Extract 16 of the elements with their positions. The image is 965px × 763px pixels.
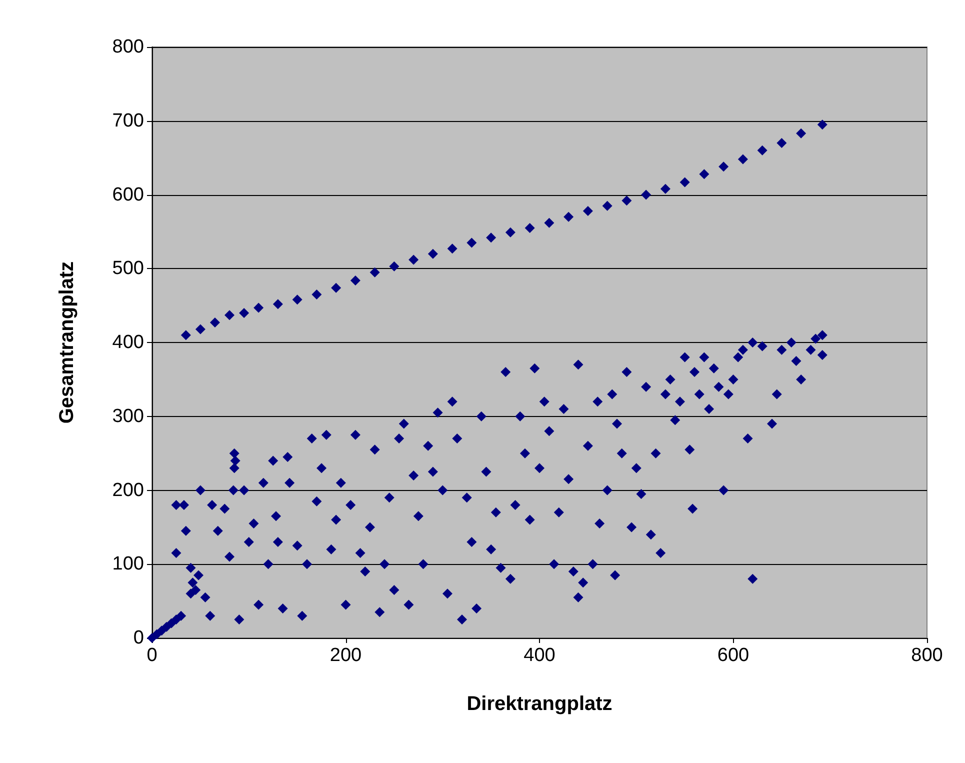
- y-tick-label: 700: [112, 110, 144, 132]
- y-tick-label: 200: [112, 480, 144, 501]
- x-tick-label: 0: [146, 645, 158, 666]
- x-tick-label: 400: [524, 645, 556, 666]
- y-tick-label: 400: [112, 332, 144, 353]
- y-tick-label: 600: [112, 184, 144, 206]
- y-tick-label: 500: [112, 258, 144, 280]
- y-tick-label: 300: [112, 406, 144, 427]
- y-tick-label: 800: [112, 36, 144, 58]
- x-tick-label: 800: [911, 645, 943, 666]
- x-axis-title: Direktrangplatz: [466, 693, 612, 715]
- y-axis-title: Gesamtrangplatz: [56, 261, 78, 424]
- x-tick-label: 600: [717, 645, 750, 666]
- y-tick-label: 100: [112, 554, 144, 575]
- y-tick-label: 0: [133, 628, 144, 648]
- x-tick-label: 200: [330, 645, 362, 666]
